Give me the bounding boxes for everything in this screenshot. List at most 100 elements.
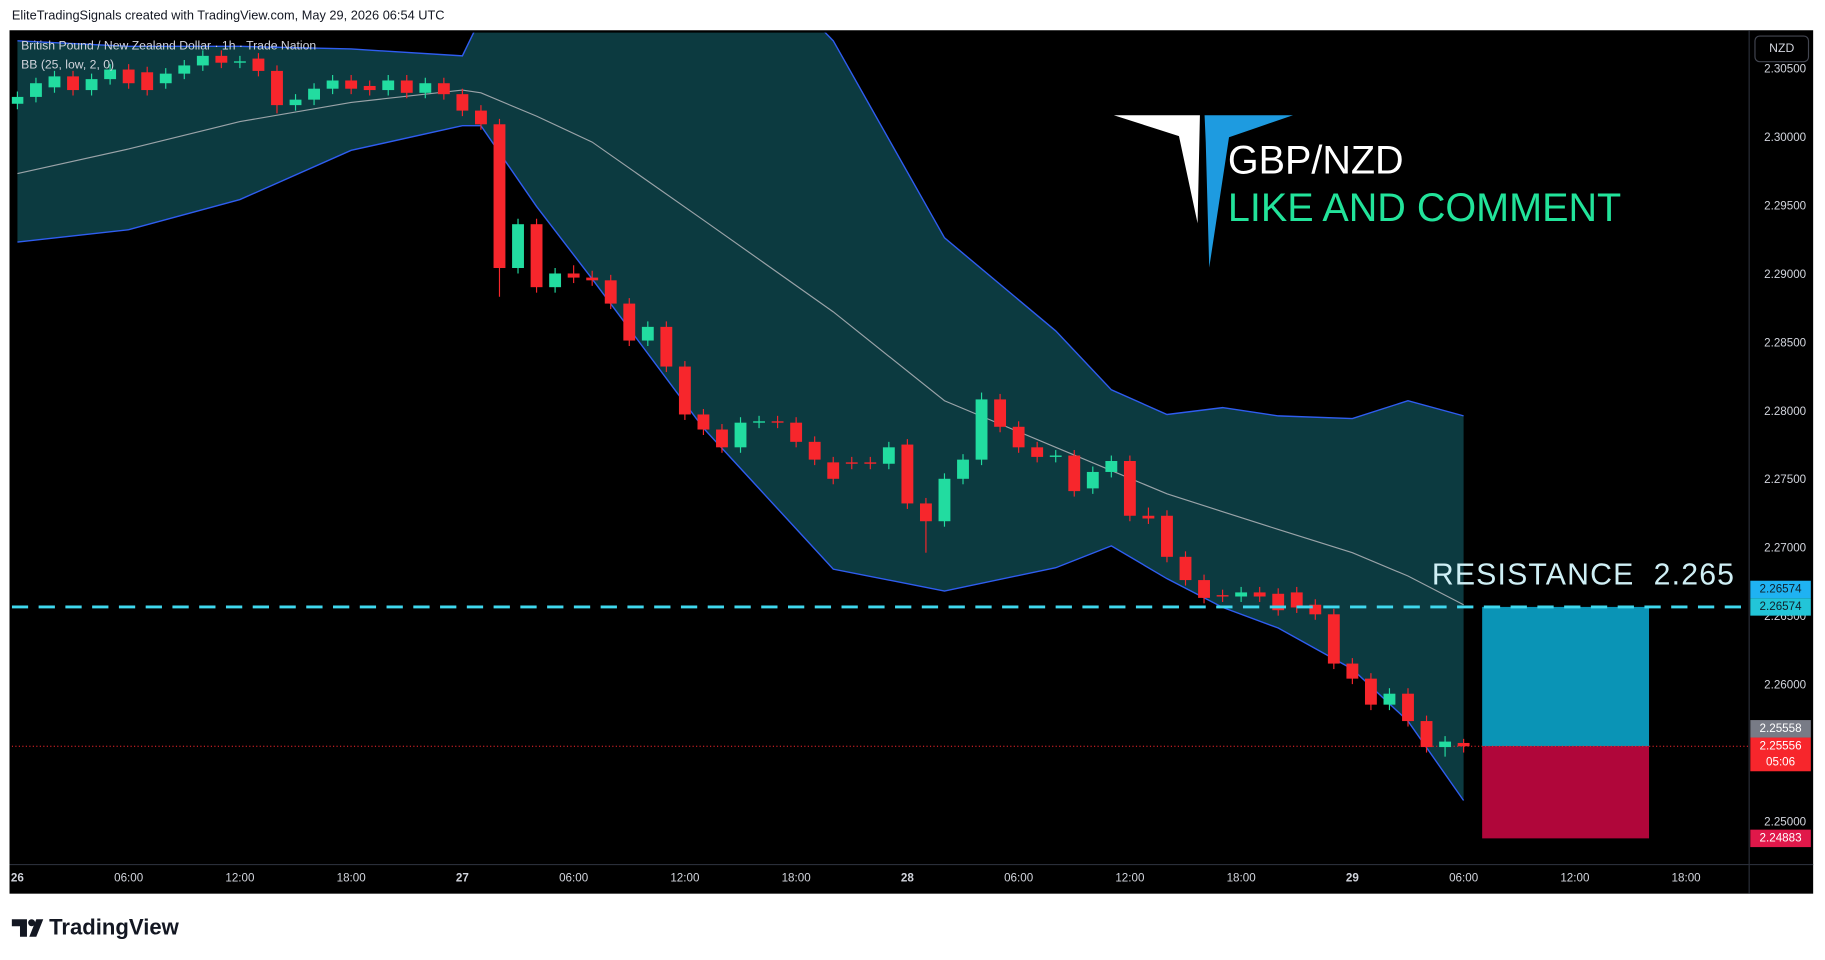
candle-body bbox=[753, 421, 765, 423]
candle-body bbox=[437, 83, 450, 95]
candle-body bbox=[1402, 693, 1414, 722]
price-tag-countdown: 05:06 bbox=[1766, 756, 1795, 769]
candle-body bbox=[419, 83, 432, 93]
price-tag-box bbox=[1750, 737, 1811, 772]
logo-blue bbox=[1204, 115, 1294, 268]
candle-body bbox=[1346, 663, 1359, 679]
y-tick-label: 2.28500 bbox=[1764, 336, 1807, 349]
candle-body bbox=[1161, 515, 1173, 557]
candle-body bbox=[1327, 614, 1340, 664]
x-tick-label: 26 bbox=[11, 872, 24, 885]
candle-body bbox=[864, 462, 877, 464]
price-tag: 2.25558 bbox=[1750, 720, 1811, 738]
price-tag-box bbox=[1750, 580, 1811, 599]
candle-body bbox=[1049, 455, 1062, 457]
candle-body bbox=[1235, 592, 1248, 597]
x-tick-label: 28 bbox=[901, 872, 914, 885]
bollinger-lower bbox=[17, 124, 1465, 801]
candle-body bbox=[771, 421, 784, 423]
candle-body bbox=[1383, 693, 1396, 705]
price-tag-label: 2.26574 bbox=[1760, 583, 1803, 596]
x-tick-label: 18:00 bbox=[337, 872, 367, 885]
candle-body bbox=[1012, 426, 1025, 448]
overlay-pair: GBP/NZD bbox=[1228, 138, 1404, 182]
y-tick-label: 2.30500 bbox=[1764, 63, 1807, 76]
currency-button[interactable] bbox=[1754, 35, 1810, 63]
candle-body bbox=[493, 124, 506, 269]
axes: 26 06:00 12:00 18:00 27 06:00 12:00 18:00 28 06:0… bbox=[11, 63, 1811, 885]
candle-body bbox=[1457, 742, 1470, 747]
y-tick-label: 2.28000 bbox=[1764, 405, 1807, 418]
resistance-label: RESISTANCE 2.265 bbox=[1432, 559, 1735, 592]
candle-body bbox=[1068, 455, 1081, 492]
currency-label[interactable]: NZD bbox=[1769, 41, 1794, 55]
candle-body bbox=[104, 69, 117, 80]
candle-body bbox=[734, 422, 747, 448]
candle-body bbox=[1142, 515, 1155, 519]
candle-body bbox=[827, 462, 840, 479]
symbol-title: British Pound / New Zealand Dollar · 1h … bbox=[21, 39, 316, 53]
y-tick-label: 2.26000 bbox=[1764, 679, 1807, 692]
y-tick-label: 2.29500 bbox=[1764, 199, 1807, 212]
price-tag-box bbox=[1750, 720, 1811, 738]
bollinger-fill bbox=[17, 32, 1464, 801]
x-tick-label: 06:00 bbox=[114, 872, 144, 885]
candle-body bbox=[512, 224, 524, 269]
candle-body bbox=[67, 76, 79, 91]
candle-body bbox=[845, 462, 858, 464]
candle-body bbox=[1105, 461, 1118, 472]
x-tick-label: 27 bbox=[456, 872, 469, 885]
candle-body bbox=[1031, 447, 1044, 457]
candle-body bbox=[530, 224, 543, 288]
candle-body bbox=[901, 444, 914, 504]
candle-body bbox=[586, 277, 599, 281]
candle-body bbox=[11, 96, 24, 104]
price-tag-box bbox=[1750, 829, 1811, 848]
position-profit bbox=[1482, 606, 1650, 747]
candle-body bbox=[196, 55, 209, 66]
price-tag: 2.26574 bbox=[1750, 598, 1811, 616]
candle-body bbox=[882, 447, 895, 464]
candle-body bbox=[85, 79, 98, 91]
candle-body bbox=[604, 280, 617, 304]
candle-body bbox=[1420, 721, 1433, 748]
candle-body bbox=[623, 303, 636, 341]
indicator-label: BB (25, low, 2, 0) bbox=[21, 57, 114, 71]
y-tick-label: 2.30000 bbox=[1764, 131, 1807, 144]
brand-icon-dot bbox=[28, 919, 36, 927]
candle-body bbox=[30, 83, 42, 97]
x-tick-label: 06:00 bbox=[1004, 872, 1034, 885]
candle-body bbox=[215, 55, 228, 63]
x-tick-label: 12:00 bbox=[1115, 872, 1145, 885]
candle-body bbox=[660, 326, 673, 367]
candle-body bbox=[363, 85, 376, 91]
candle-body bbox=[1123, 461, 1136, 516]
candle-body bbox=[122, 69, 135, 84]
candle-body bbox=[233, 61, 246, 63]
candle-body bbox=[382, 80, 395, 91]
x-tick-label: 12:00 bbox=[225, 872, 255, 885]
candle-body bbox=[1086, 471, 1099, 489]
candle-body bbox=[1216, 595, 1229, 597]
candle-body bbox=[697, 414, 710, 430]
candle-body bbox=[1290, 592, 1303, 608]
candle-body bbox=[1179, 556, 1192, 581]
candle-body bbox=[808, 441, 821, 460]
price-tag-label: 2.26574 bbox=[1760, 600, 1803, 613]
candle-body bbox=[252, 58, 265, 71]
candle-body bbox=[1253, 592, 1266, 597]
bollinger-middle bbox=[17, 89, 1464, 606]
x-tick-label: 18:00 bbox=[782, 872, 812, 885]
y-tick-label: 2.29000 bbox=[1764, 268, 1807, 281]
candle-body bbox=[289, 99, 302, 106]
price-tag-label: 2.25556 bbox=[1760, 739, 1802, 752]
candle-body bbox=[159, 73, 172, 84]
x-tick-label: 29 bbox=[1346, 872, 1359, 885]
x-tick-label: 12:00 bbox=[670, 872, 700, 885]
candle-body bbox=[326, 80, 339, 89]
caption: EliteTradingSignals created with Trading… bbox=[12, 8, 445, 23]
brand-name: TradingView bbox=[49, 914, 180, 939]
candle-body bbox=[567, 273, 580, 278]
x-tick-label: 06:00 bbox=[1449, 872, 1479, 885]
candle-body bbox=[475, 110, 487, 125]
